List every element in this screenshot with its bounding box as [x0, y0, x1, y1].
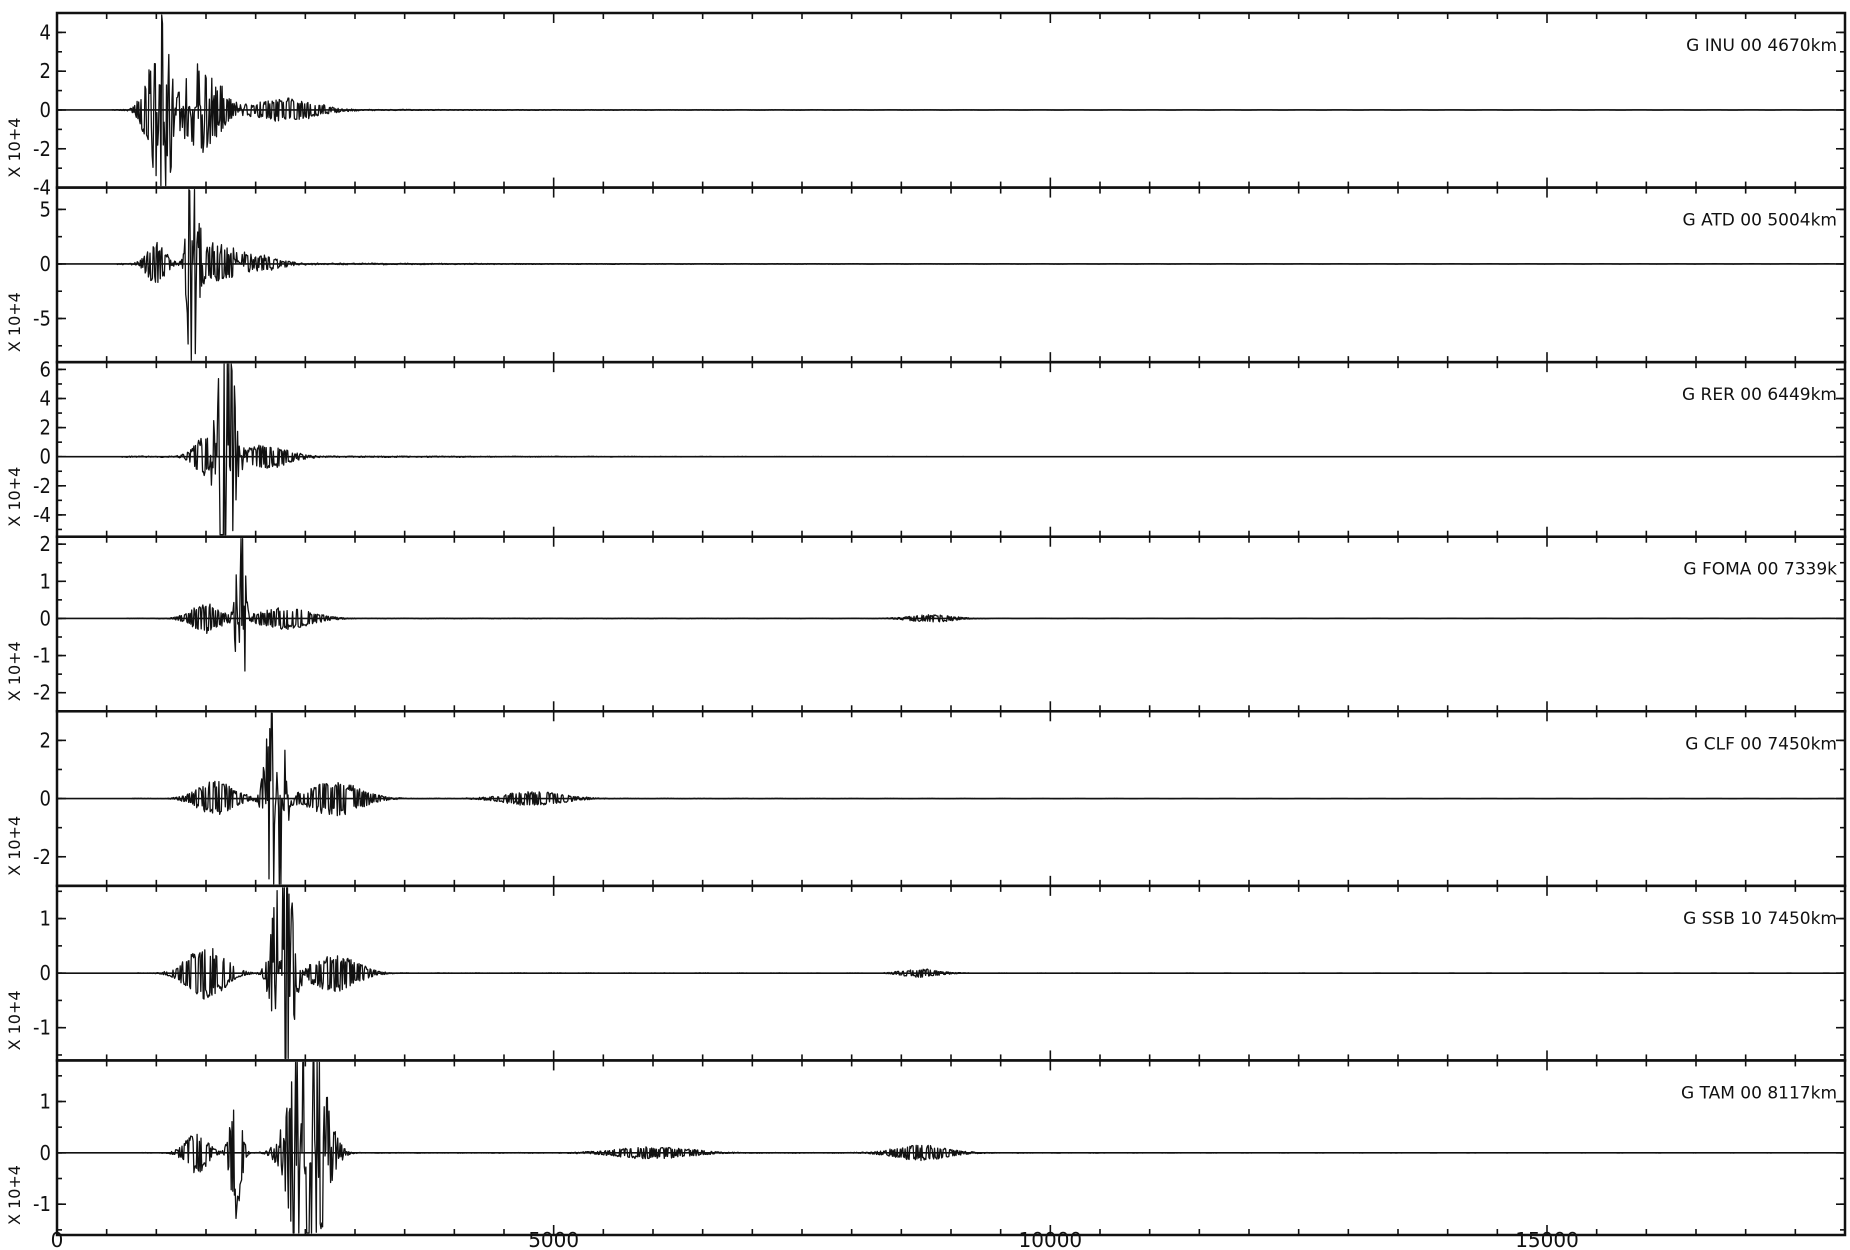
station-label: G FOMA 00 7339k — [1683, 560, 1837, 580]
y-tick-label: 1 — [40, 569, 51, 593]
x-tick-label: 5000 — [528, 1228, 579, 1250]
y-tick-label: -1 — [33, 1192, 51, 1216]
y-tick-label: 4 — [40, 20, 51, 44]
y-tick-label: -2 — [33, 681, 51, 705]
y-tick-label: 0 — [40, 445, 51, 469]
scale-label: X 10+4 — [5, 118, 24, 178]
y-tick-label: 6 — [40, 357, 51, 381]
waveform-trace — [141, 1061, 1835, 1234]
scale-label: X 10+4 — [5, 1165, 24, 1225]
scale-label: X 10+4 — [5, 641, 24, 701]
panel-frame — [55, 535, 1847, 713]
y-tick-label: -4 — [33, 176, 51, 200]
waveform-trace — [131, 712, 1835, 885]
waveform-trace — [111, 14, 1835, 187]
scale-label: X 10+4 — [5, 292, 24, 352]
x-tick-label: 0 — [51, 1228, 64, 1250]
y-tick-label: -2 — [33, 845, 51, 869]
y-tick-label: -2 — [33, 137, 51, 161]
y-tick-label: 2 — [40, 59, 51, 83]
station-label: G TAM 00 8117km — [1681, 1083, 1837, 1103]
waveform-trace — [116, 188, 1835, 361]
y-tick-label: 5 — [40, 197, 51, 221]
y-tick-label: 1 — [40, 907, 51, 931]
y-tick-label: 2 — [40, 532, 51, 556]
scale-label: X 10+4 — [5, 816, 24, 876]
y-tick-label: -1 — [33, 1016, 51, 1040]
y-tick-label: -1 — [33, 644, 51, 668]
waveform-trace — [121, 363, 1835, 536]
station-label: G CLF 00 7450km — [1685, 734, 1837, 754]
y-tick-label: 0 — [40, 98, 51, 122]
panel-frame — [55, 11, 1847, 189]
station-label: G RER 00 6449km — [1682, 385, 1837, 405]
waveform-trace — [136, 887, 1835, 1060]
scale-label: X 10+4 — [5, 467, 24, 527]
scale-label: X 10+4 — [5, 990, 24, 1050]
y-tick-label: -2 — [33, 474, 51, 498]
y-tick-label: 0 — [40, 787, 51, 811]
station-label: G INU 00 4670km — [1686, 36, 1837, 56]
y-tick-label: 2 — [40, 728, 51, 752]
y-tick-label: -5 — [33, 307, 51, 331]
y-tick-label: 0 — [40, 606, 51, 630]
y-tick-label: 0 — [40, 252, 51, 276]
y-tick-label: 2 — [40, 416, 51, 440]
y-tick-label: 0 — [40, 1141, 51, 1165]
station-label: G ATD 00 5004km — [1683, 211, 1837, 231]
panel-frame — [55, 360, 1847, 538]
x-tick-label: 15000 — [1515, 1228, 1579, 1250]
y-tick-label: 0 — [40, 961, 51, 985]
x-tick-label: 10000 — [1019, 1228, 1083, 1250]
y-tick-label: -4 — [33, 503, 51, 527]
station-label: G SSB 10 7450km — [1683, 909, 1837, 929]
panel-frame — [55, 186, 1847, 364]
y-tick-label: 4 — [40, 387, 51, 411]
waveform-trace — [126, 538, 1836, 672]
y-tick-label: 1 — [40, 1090, 51, 1114]
